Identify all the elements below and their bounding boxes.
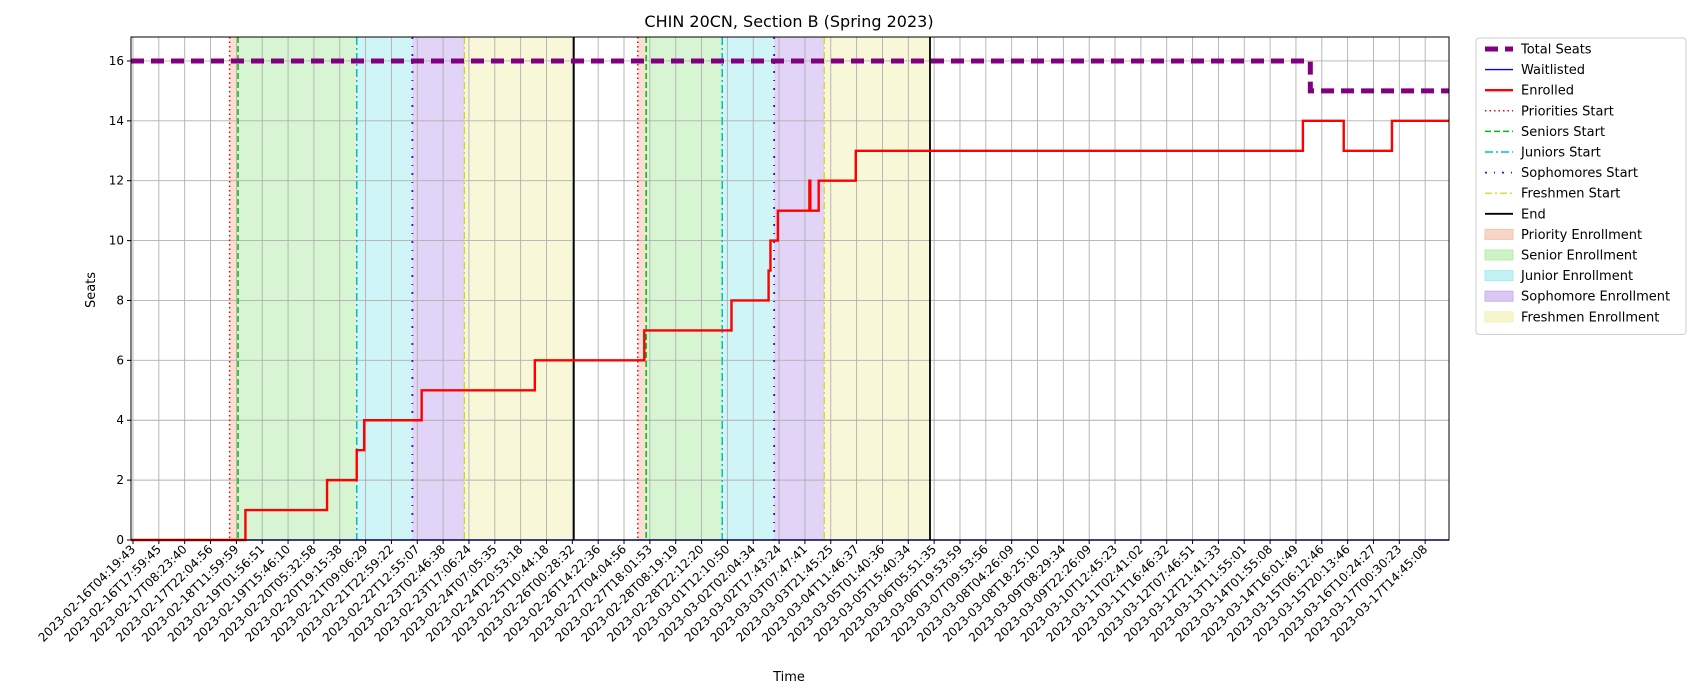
legend-label-6: Sophomores Start [1521, 166, 1638, 181]
y-tick-label-2: 4 [116, 413, 124, 427]
region-1-1 [646, 37, 723, 540]
legend-swatch-11 [1484, 270, 1514, 282]
legend-label-13: Freshmen Enrollment [1521, 310, 1659, 325]
region-0-0 [229, 37, 238, 540]
series-line-0 [131, 58, 1449, 94]
region-3-1 [774, 37, 825, 540]
region-2-1 [722, 37, 775, 540]
region-0-1 [637, 37, 647, 540]
y-axis-title: Seats [84, 272, 99, 308]
legend-swatch-10 [1484, 249, 1514, 261]
legend-label-10: Senior Enrollment [1521, 249, 1637, 264]
y-tick-label-0: 0 [116, 533, 124, 547]
y-axis-ticks: 0 2 4 6 8 10 12 14 16 [109, 54, 131, 547]
legend-swatch-9 [1484, 228, 1514, 240]
y-tick-label-5: 10 [109, 234, 124, 248]
legend-label-12: Sophomore Enrollment [1521, 290, 1670, 305]
y-tick-label-7: 14 [109, 114, 124, 128]
legend-label-2: Enrolled [1521, 84, 1574, 99]
y-tick-label-3: 6 [116, 353, 124, 367]
legend-label-7: Freshmen Start [1521, 187, 1620, 202]
legend-label-8: End [1521, 207, 1546, 222]
plot-frame [130, 36, 1450, 541]
region-1-0 [237, 37, 357, 540]
legend-box [1475, 37, 1687, 335]
legend-label-11: Junior Enrollment [1520, 269, 1633, 284]
x-axis-title: Time [772, 670, 805, 685]
shaded-regions [229, 37, 930, 540]
series-line-2 [131, 119, 1449, 542]
region-4-0 [464, 37, 574, 540]
x-axis-ticks: 2023-02-16T04:19:432023-02-16T17:59:4520… [36, 540, 1430, 645]
legend-label-9: Priority Enrollment [1521, 228, 1642, 243]
legend-label-3: Priorities Start [1521, 104, 1614, 119]
legend-label-1: Waitlisted [1521, 63, 1585, 78]
region-3-0 [412, 37, 465, 540]
y-tick-label-8: 16 [109, 54, 124, 68]
legend: Total Seats Waitlisted Enrolled Priorities … [1475, 37, 1687, 335]
legend-label-0: Total Seats [1520, 43, 1592, 58]
grid [131, 37, 1449, 541]
legend-label-5: Juniors Start [1520, 146, 1601, 161]
y-tick-label-1: 2 [116, 473, 124, 487]
legend-swatch-13 [1484, 311, 1514, 323]
y-tick-label-6: 12 [109, 174, 124, 188]
region-4-1 [824, 37, 930, 540]
chart-title: CHIN 20CN, Section B (Spring 2023) [644, 12, 933, 31]
legend-swatch-12 [1484, 290, 1514, 302]
y-tick-label-4: 8 [116, 293, 124, 307]
region-2-0 [356, 37, 413, 540]
legend-label-4: Seniors Start [1521, 125, 1605, 140]
